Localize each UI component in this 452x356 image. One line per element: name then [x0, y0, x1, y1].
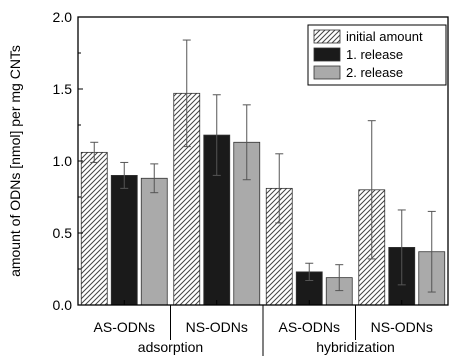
bars-layer [80, 92, 446, 306]
error-bars-layer [90, 39, 436, 293]
x-axis: AS-ODNs NS-ODNs AS-ODNs NS-ODNs adsorption hy… [94, 300, 433, 356]
legend-swatch [313, 29, 341, 44]
bar [203, 134, 231, 306]
legend-label: 2. release [346, 65, 403, 80]
x-group-label: adsorption [138, 339, 203, 355]
legend-label: 1. release [346, 47, 403, 62]
x-group-label: hybridization [316, 339, 395, 355]
legend-swatch [313, 47, 341, 62]
y-tick-label: 0.0 [53, 297, 73, 313]
bar [140, 177, 168, 306]
y-axis: 0.0 0.5 1.0 1.5 2.0 [53, 9, 83, 313]
x-tick-label: NS-ODNs [186, 319, 248, 335]
legend-label: initial amount [346, 29, 423, 44]
y-tick-label: 1.5 [53, 81, 73, 97]
legend-swatch [313, 65, 341, 80]
x-tick-label: AS-ODNs [94, 319, 155, 335]
legend: initial amount 1. release 2. release [307, 24, 447, 86]
bar [110, 174, 138, 306]
y-tick-label: 2.0 [53, 9, 73, 25]
x-tick-label: AS-ODNs [279, 319, 340, 335]
y-tick-label: 0.5 [53, 225, 73, 241]
bar [80, 151, 108, 306]
y-axis-label: amount of ODNs [nmol] per mg CNTs [7, 45, 23, 277]
y-tick-label: 1.0 [53, 153, 73, 169]
x-tick-label: NS-ODNs [371, 319, 433, 335]
